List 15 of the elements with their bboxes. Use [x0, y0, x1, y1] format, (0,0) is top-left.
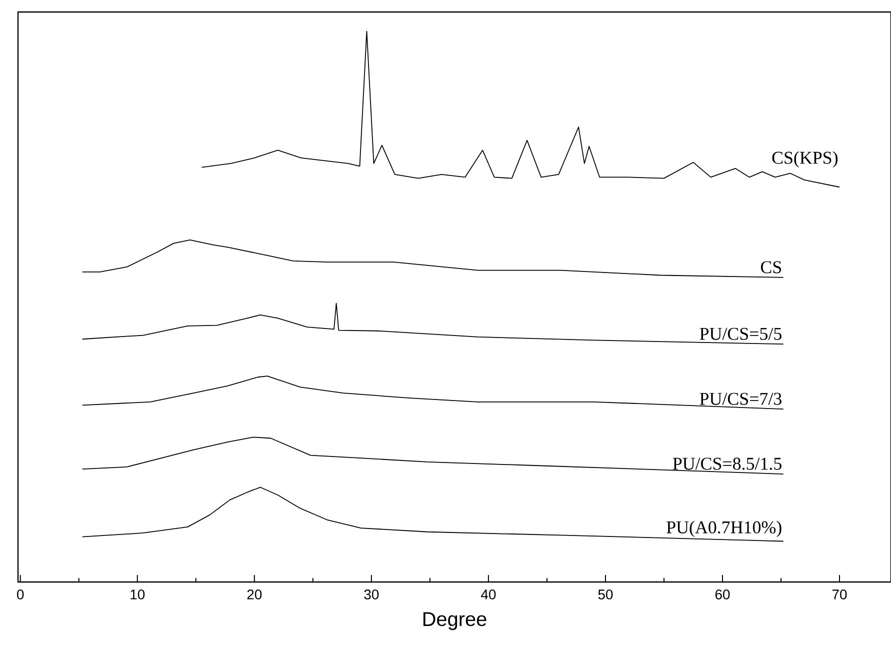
x-tick-label: 40: [480, 590, 496, 600]
series-label: PU(A0.7H10%): [666, 520, 782, 538]
series-label: CS: [760, 261, 782, 274]
series-label: PU/CS=7/3: [700, 392, 782, 405]
x-tick-label: 50: [598, 590, 613, 600]
series-label: PU/CS=8.5/1.5: [672, 458, 782, 470]
x-tick-label: 10: [130, 590, 145, 600]
x-tick-label: 30: [364, 590, 379, 600]
series-label: PU/CS=5/5: [700, 328, 782, 340]
x-tick-label: 20: [247, 590, 262, 600]
series-label: CS(KPS): [772, 151, 838, 168]
x-tick-label: 0: [17, 590, 24, 600]
x-axis-title: Degree: [423, 612, 486, 630]
x-tick-label: 70: [832, 590, 847, 600]
x-tick-label: 60: [715, 590, 730, 600]
